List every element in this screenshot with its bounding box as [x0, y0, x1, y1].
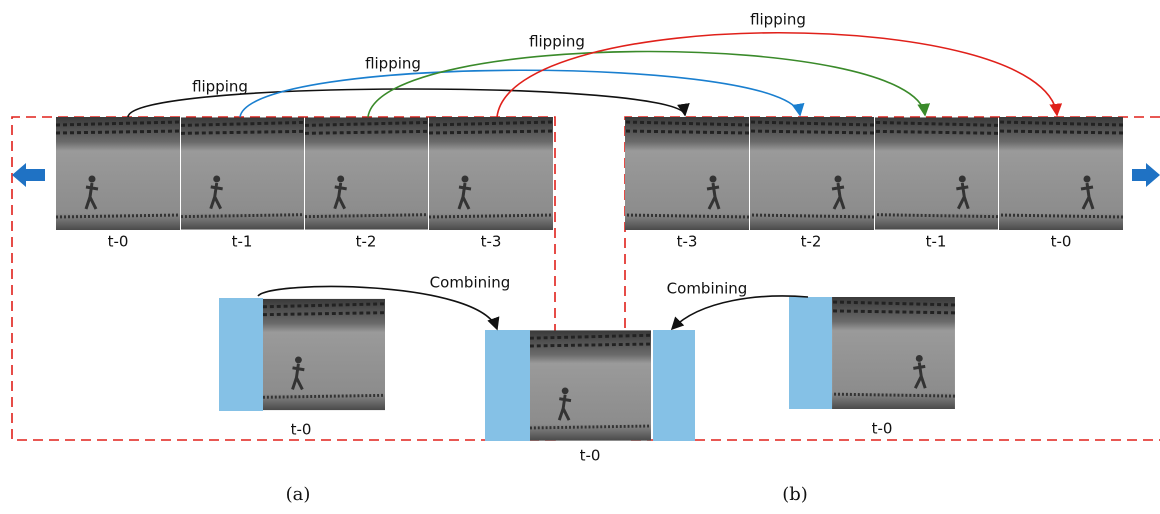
combine-label: Combining [430, 274, 511, 292]
frame-label: t-2 [356, 233, 377, 251]
flip-label: flipping [365, 55, 421, 73]
frame-label: t-0 [872, 420, 893, 438]
frame-label: t-3 [481, 233, 502, 251]
diagram: flipping flipping flipping flipping Comb… [0, 0, 1160, 514]
frame-label: t-1 [232, 233, 253, 251]
frame-label: t-0 [108, 233, 129, 251]
frame-label: t-0 [291, 421, 312, 439]
flip-label: flipping [750, 11, 806, 29]
panel-label: (b) [782, 484, 808, 505]
frame-label: t-0 [580, 447, 601, 465]
frame-label: t-3 [677, 233, 698, 251]
flip-label: flipping [529, 33, 585, 51]
frames [56, 117, 1123, 441]
combine-label: Combining [667, 280, 748, 298]
frame-label: t-2 [801, 233, 822, 251]
frame-label: t-1 [926, 233, 947, 251]
flip-label: flipping [192, 78, 248, 96]
panel-label: (a) [286, 484, 311, 505]
frame-label: t-0 [1051, 233, 1072, 251]
